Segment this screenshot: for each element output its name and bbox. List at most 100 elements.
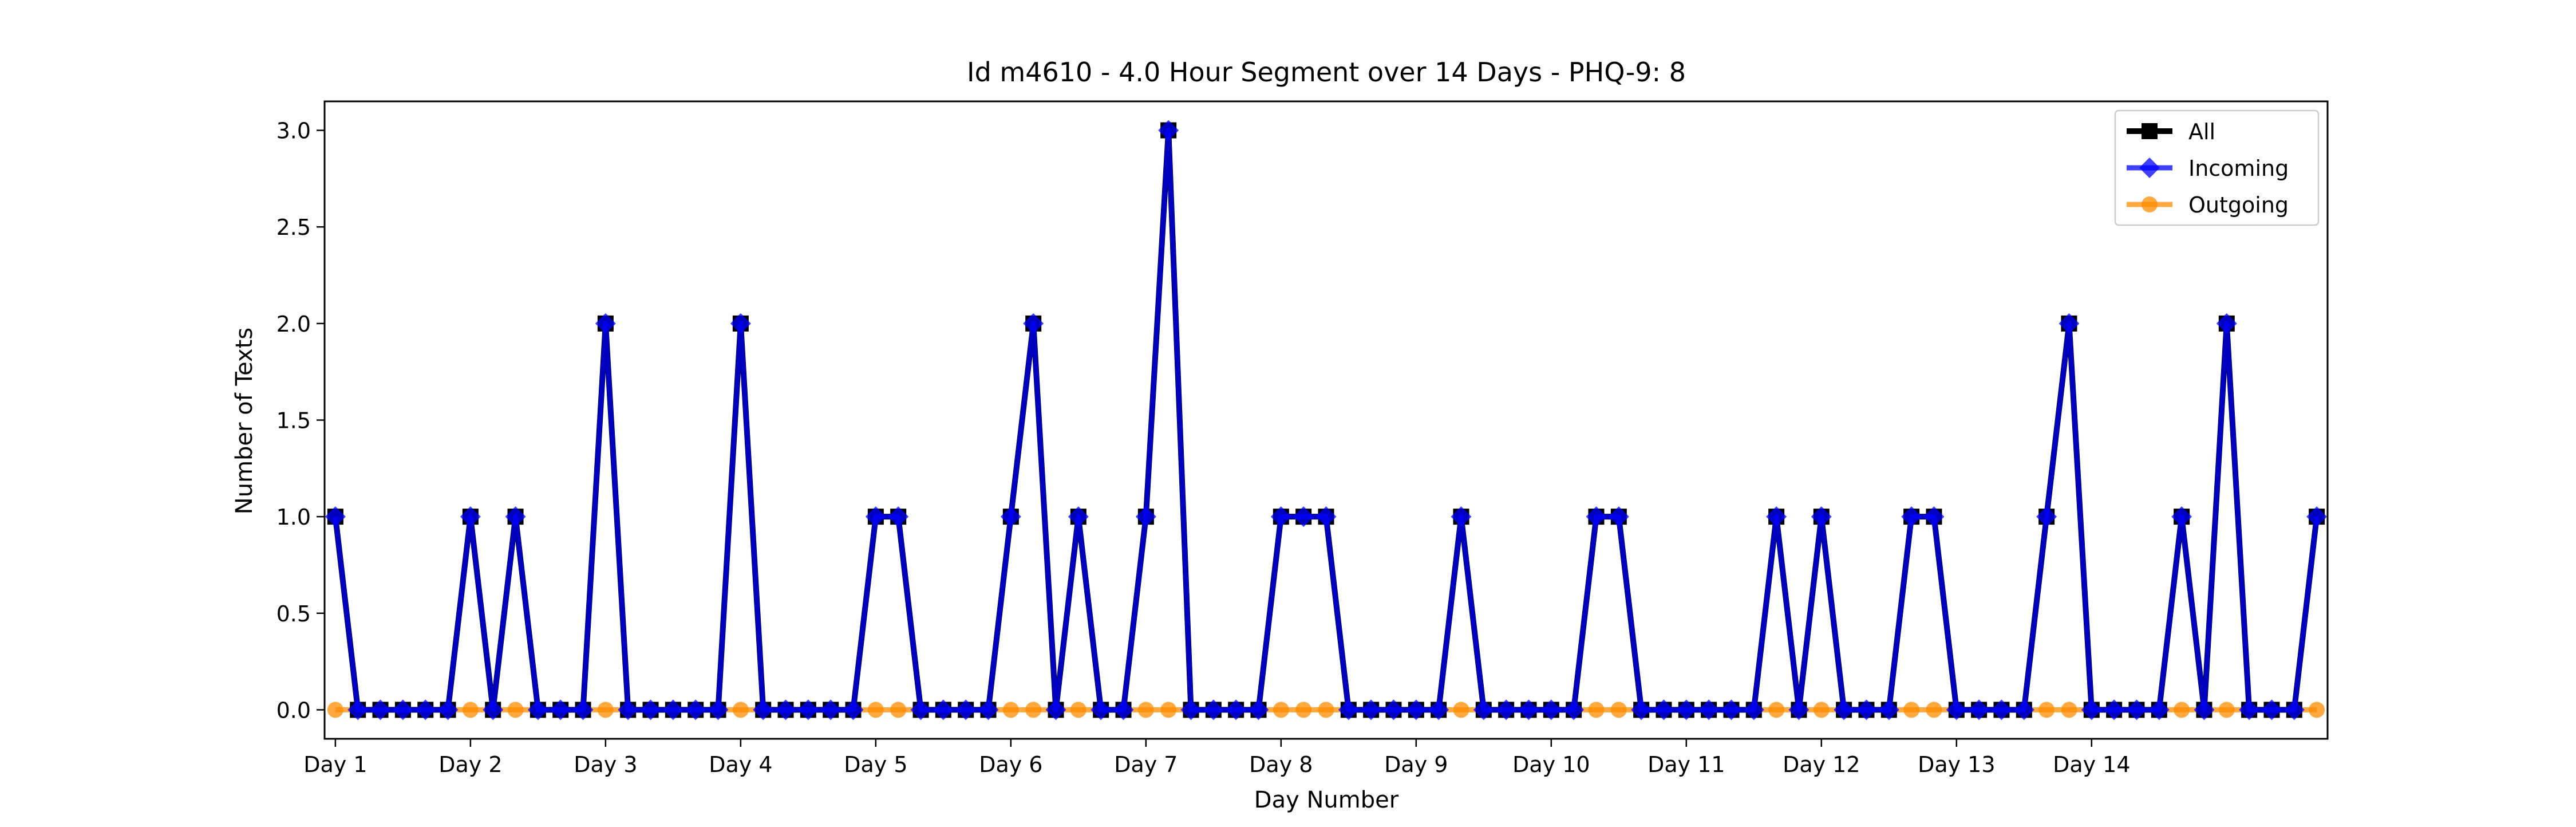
data-point-incoming (1405, 699, 1427, 720)
data-point-incoming (2239, 699, 2260, 720)
data-point-outgoing (1453, 702, 1469, 718)
data-point-incoming (730, 313, 751, 334)
data-point-incoming (662, 699, 683, 720)
x-tick-label: Day 7 (1114, 752, 1178, 777)
data-point-incoming (753, 699, 774, 720)
data-point-incoming (797, 699, 819, 720)
data-point-incoming (505, 506, 526, 527)
x-tick-label: Day 6 (979, 752, 1042, 777)
data-point-incoming (1023, 313, 1044, 334)
legend-marker-incoming (2139, 157, 2160, 178)
x-tick-label: Day 4 (709, 752, 772, 777)
data-point-incoming (1135, 506, 1156, 527)
data-point-incoming (1969, 699, 1990, 720)
data-point-incoming (2283, 699, 2305, 720)
data-point-incoming (370, 699, 391, 720)
x-tick-label: Day 8 (1249, 752, 1313, 777)
data-point-incoming (1451, 506, 1472, 527)
series-all (327, 122, 2325, 718)
x-tick-label: Day 9 (1384, 752, 1448, 777)
data-point-incoming (460, 506, 481, 527)
data-point-outgoing (507, 702, 524, 718)
data-point-incoming (910, 699, 931, 720)
x-tick-label: Day 13 (1918, 752, 1995, 777)
y-axis-label: Number of Texts (231, 328, 258, 514)
legend-entry-all: All (2127, 119, 2215, 144)
data-point-incoming (2261, 699, 2282, 720)
data-point-outgoing (2218, 702, 2235, 718)
legend-entry-outgoing: Outgoing (2127, 192, 2289, 218)
data-point-incoming (1743, 699, 1764, 720)
legend-box (2114, 109, 2320, 226)
data-point-incoming (1473, 699, 1494, 720)
data-point-incoming (1540, 699, 1562, 720)
y-tick-label: 2.5 (276, 215, 311, 240)
data-point-incoming (1991, 699, 2012, 720)
data-point-incoming (1315, 506, 1337, 527)
data-point-outgoing (2061, 702, 2077, 718)
x-tick-label: Day 14 (2053, 752, 2130, 777)
x-tick-label: Day 2 (438, 752, 502, 777)
y-tick-label: 0.0 (276, 698, 311, 723)
legend-entry-incoming: Incoming (2127, 156, 2289, 181)
legend: All Incoming Outgoing (2114, 109, 2320, 226)
data-point-incoming (1428, 699, 1449, 720)
data-point-outgoing (1002, 702, 1019, 718)
data-point-outgoing (2174, 702, 2190, 718)
data-point-incoming (1698, 699, 1720, 720)
data-point-outgoing (1025, 702, 1042, 718)
data-point-outgoing (1160, 702, 1177, 718)
data-point-incoming (1203, 699, 1224, 720)
legend-label-incoming: Incoming (2188, 156, 2289, 181)
data-point-incoming (415, 699, 436, 720)
data-point-incoming (1091, 699, 1112, 720)
data-point-outgoing (867, 702, 884, 718)
data-point-incoming (1496, 699, 1517, 720)
data-point-incoming (2171, 506, 2192, 527)
legend-label-outgoing: Outgoing (2188, 192, 2289, 218)
data-point-incoming (2081, 699, 2102, 720)
data-point-outgoing (1070, 702, 1086, 718)
data-point-incoming (527, 699, 548, 720)
y-tick-label: 0.5 (276, 601, 311, 627)
data-point-outgoing (1926, 702, 1942, 718)
data-point-incoming (2036, 506, 2057, 527)
data-point-incoming (1000, 506, 1021, 527)
legend-label-all: All (2188, 119, 2215, 144)
x-tick-label: Day 1 (303, 752, 367, 777)
data-point-incoming (2216, 313, 2237, 334)
data-point-incoming (1113, 699, 1134, 720)
data-point-incoming (483, 699, 504, 720)
data-point-incoming (1901, 506, 1922, 527)
data-point-incoming (685, 699, 706, 720)
data-point-incoming (1946, 699, 1967, 720)
data-point-incoming (437, 699, 459, 720)
data-point-outgoing (732, 702, 749, 718)
data-point-incoming (2126, 699, 2147, 720)
data-point-incoming (708, 699, 729, 720)
series-line-all (332, 127, 2320, 713)
data-point-incoming (2013, 699, 2034, 720)
series-line-incoming (333, 128, 2320, 712)
plot-frame (323, 100, 2329, 740)
plot-area: 0.0 0.5 1.0 1.5 2.0 2.5 3.0 Day 1 Day 2 Day 3 Day … (276, 100, 2329, 777)
data-point-incoming (843, 699, 864, 720)
data-point-incoming (572, 699, 594, 720)
data-point-incoming (978, 699, 999, 720)
x-axis-label: Day Number (1254, 787, 1399, 813)
data-point-incoming (1338, 699, 1359, 720)
data-point-incoming (2059, 313, 2080, 334)
y-tick-label: 1.5 (276, 408, 311, 434)
data-point-incoming (1856, 699, 1877, 720)
data-point-outgoing (1588, 702, 1605, 718)
data-point-incoming (2194, 699, 2215, 720)
data-point-outgoing (1318, 702, 1334, 718)
data-point-incoming (1293, 506, 1314, 527)
data-point-incoming (1045, 699, 1066, 720)
data-point-incoming (1766, 506, 1787, 527)
data-point-incoming (1631, 699, 1652, 720)
data-point-incoming (2306, 506, 2328, 527)
data-point-incoming (2148, 699, 2170, 720)
data-point-outgoing (462, 702, 479, 718)
